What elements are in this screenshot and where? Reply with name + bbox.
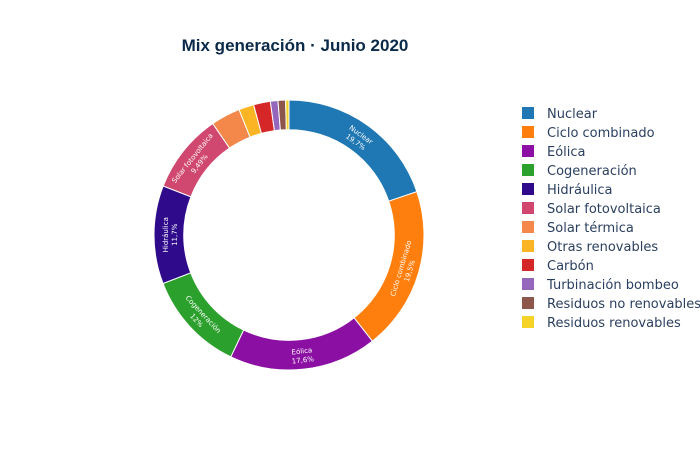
legend-swatch	[522, 202, 534, 214]
legend-label: Residuos renovables	[547, 316, 681, 331]
legend-label: Cogeneración	[547, 164, 637, 179]
slice-label-hidraulica: Hidráulica11,7%	[162, 217, 179, 252]
legend-item-residuos-no-renovables[interactable]: Residuos no renovables	[522, 297, 700, 312]
legend-label: Ciclo combinado	[547, 126, 655, 141]
legend-label: Hidráulica	[547, 183, 613, 198]
legend-item-turbinacion-bombeo[interactable]: Turbinación bombeo	[522, 278, 679, 293]
legend-item-cogeneracion[interactable]: Cogeneración	[522, 164, 637, 179]
legend-label: Eólica	[547, 145, 586, 160]
legend-item-solar-fotovoltaica[interactable]: Solar fotovoltaica	[522, 202, 661, 217]
legend-label: Solar térmica	[547, 221, 634, 236]
legend-item-ciclo-combinado[interactable]: Ciclo combinado	[522, 126, 655, 141]
legend-item-carbon[interactable]: Carbón	[522, 259, 594, 274]
legend-swatch	[522, 240, 534, 252]
legend-label: Residuos no renovables	[547, 297, 700, 312]
donut-slices	[153, 99, 425, 371]
slice-nuclear[interactable]	[288, 99, 418, 202]
legend-swatch	[522, 297, 534, 309]
legend-label: Turbinación bombeo	[546, 278, 679, 293]
legend-label: Solar fotovoltaica	[547, 202, 661, 217]
legend-swatch	[522, 183, 534, 195]
legend-swatch	[522, 278, 534, 290]
chart-title: Mix generación · Junio 2020	[182, 36, 409, 55]
slice-residuos-renovables[interactable]	[285, 99, 290, 131]
legend-item-eolica[interactable]: Eólica	[522, 145, 586, 160]
legend-item-residuos-renovables[interactable]: Residuos renovables	[522, 316, 681, 331]
legend-label: Otras renovables	[547, 240, 658, 255]
legend-swatch	[522, 164, 534, 176]
legend-swatch	[522, 145, 534, 157]
legend: Nuclear Ciclo combinado Eólica Cogeneración…	[522, 107, 700, 331]
legend-swatch	[522, 316, 534, 328]
legend-swatch	[522, 221, 534, 233]
legend-item-nuclear[interactable]: Nuclear	[522, 107, 598, 122]
legend-label: Carbón	[547, 259, 594, 274]
legend-item-hidraulica[interactable]: Hidráulica	[522, 183, 613, 198]
legend-item-otras-renovables[interactable]: Otras renovables	[522, 240, 658, 255]
slice-label-eolica: Eólica17,6%	[290, 346, 314, 365]
legend-item-solar-termica[interactable]: Solar térmica	[522, 221, 634, 236]
legend-label: Nuclear	[547, 107, 598, 122]
legend-swatch	[522, 126, 534, 138]
legend-swatch	[522, 107, 534, 119]
legend-swatch	[522, 259, 534, 271]
